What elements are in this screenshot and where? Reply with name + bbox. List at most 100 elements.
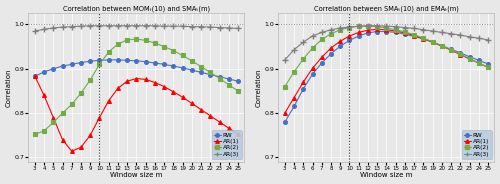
AR(3) (420, 29, 426, 31)
RW (458, 52, 464, 54)
RW (439, 45, 445, 47)
AR(3) (134, 25, 140, 27)
AR(1) (328, 47, 334, 49)
AR(2) (291, 71, 297, 73)
AR(2) (300, 58, 306, 60)
Line: AR(3): AR(3) (282, 23, 491, 63)
AR(3) (235, 27, 241, 29)
AR(3) (60, 26, 66, 28)
AR(2) (485, 66, 491, 68)
RW (216, 76, 222, 78)
Line: AR(2): AR(2) (33, 37, 240, 136)
AR(2) (235, 90, 241, 92)
AR(2) (198, 66, 204, 68)
AR(3) (208, 26, 214, 28)
AR(2) (32, 133, 38, 135)
AR(2) (448, 49, 454, 51)
RW (161, 63, 167, 66)
AR(3) (124, 25, 130, 27)
RW (78, 61, 84, 64)
AR(2) (337, 29, 343, 31)
AR(2) (180, 54, 186, 56)
AR(2) (356, 25, 362, 27)
RW (208, 73, 214, 76)
AR(2) (69, 103, 75, 105)
AR(3) (337, 27, 343, 29)
AR(3) (328, 29, 334, 31)
AR(1) (430, 41, 436, 43)
AR(2) (50, 121, 56, 123)
AR(3) (152, 25, 158, 27)
AR(1) (310, 67, 316, 69)
AR(3) (384, 25, 390, 27)
AR(1) (134, 77, 140, 80)
AR(3) (115, 25, 121, 27)
AR(2) (124, 39, 130, 41)
AR(3) (161, 25, 167, 27)
AR(3) (458, 34, 464, 36)
RW (282, 121, 288, 123)
AR(3) (374, 25, 380, 27)
AR(3) (448, 33, 454, 35)
RW (226, 78, 232, 80)
AR(3) (106, 25, 112, 27)
AR(3) (356, 25, 362, 27)
AR(3) (41, 28, 47, 30)
Line: AR(1): AR(1) (283, 27, 490, 115)
AR(2) (87, 79, 93, 81)
RW (448, 48, 454, 50)
RW (310, 73, 316, 75)
AR(1) (466, 58, 472, 60)
AR(1) (161, 85, 167, 88)
AR(2) (365, 25, 371, 27)
Title: Correlation between MOMₜ(10) and SMAₜ(m): Correlation between MOMₜ(10) and SMAₜ(m) (63, 6, 210, 12)
AR(1) (282, 112, 288, 114)
AR(3) (78, 25, 84, 27)
AR(1) (439, 45, 445, 47)
AR(3) (180, 25, 186, 27)
AR(1) (69, 150, 75, 152)
AR(3) (96, 25, 102, 27)
RW (235, 80, 241, 82)
AR(1) (189, 102, 195, 105)
AR(3) (32, 30, 38, 32)
RW (152, 62, 158, 64)
RW (300, 88, 306, 90)
AR(3) (402, 26, 408, 29)
AR(1) (78, 146, 84, 148)
AR(1) (476, 62, 482, 64)
AR(2) (392, 29, 398, 31)
RW (384, 30, 390, 33)
RW (32, 75, 38, 77)
AR(3) (346, 26, 352, 28)
RW (50, 68, 56, 70)
AR(1) (384, 29, 390, 31)
AR(3) (170, 25, 176, 27)
AR(1) (216, 121, 222, 123)
AR(1) (337, 40, 343, 42)
AR(1) (106, 100, 112, 102)
Legend: RW, AR(1), AR(2), AR(3): RW, AR(1), AR(2), AR(3) (462, 130, 492, 159)
AR(2) (134, 38, 140, 40)
RW (134, 60, 140, 62)
AR(2) (439, 45, 445, 47)
AR(1) (411, 34, 417, 37)
AR(1) (170, 91, 176, 93)
AR(1) (392, 30, 398, 32)
AR(1) (142, 78, 148, 81)
AR(3) (282, 59, 288, 61)
AR(2) (402, 31, 408, 33)
AR(3) (466, 36, 472, 38)
AR(1) (152, 81, 158, 84)
RW (402, 33, 408, 35)
RW (411, 35, 417, 38)
AR(1) (180, 96, 186, 98)
AR(2) (420, 37, 426, 39)
RW (170, 65, 176, 67)
RW (356, 35, 362, 37)
RW (485, 63, 491, 65)
AR(1) (60, 139, 66, 141)
AR(3) (310, 35, 316, 37)
RW (115, 59, 121, 61)
AR(2) (161, 45, 167, 48)
